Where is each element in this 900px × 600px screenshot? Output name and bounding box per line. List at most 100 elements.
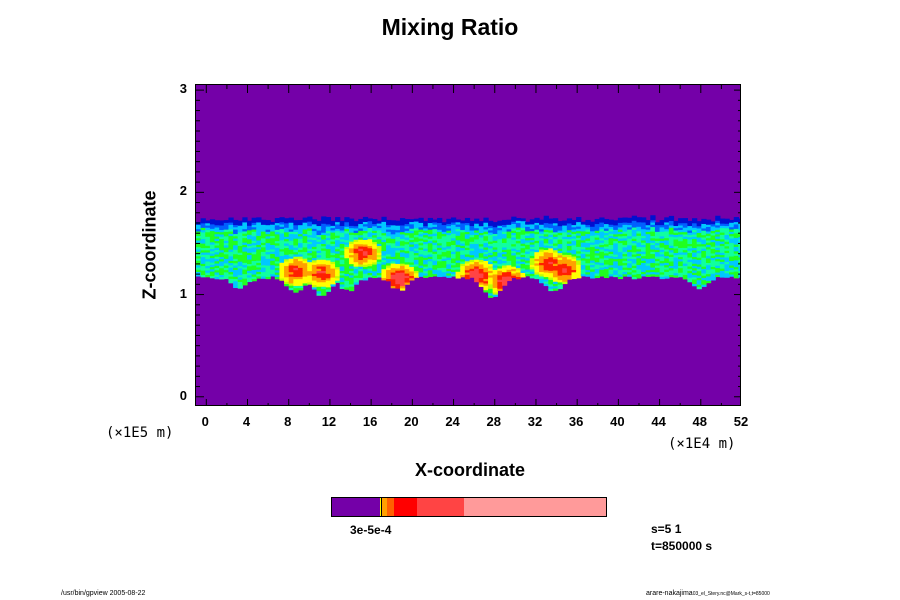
heatmap-cell bbox=[705, 271, 712, 275]
heatmap-cell bbox=[673, 220, 679, 224]
heatmap-cell bbox=[641, 273, 647, 277]
heatmap-cell bbox=[381, 257, 387, 261]
heatmap-cell bbox=[307, 268, 313, 272]
heatmap-cell bbox=[339, 279, 345, 283]
heatmap-cell bbox=[571, 264, 577, 268]
heatmap-cell bbox=[687, 223, 693, 227]
heatmap-cell bbox=[321, 277, 327, 281]
heatmap-cell bbox=[576, 257, 582, 261]
heatmap-cell bbox=[362, 223, 369, 227]
heatmap-cell bbox=[668, 242, 675, 246]
heatmap-cell bbox=[474, 268, 480, 271]
heatmap-cell bbox=[409, 228, 415, 232]
heatmap-cell bbox=[427, 267, 434, 271]
heatmap-cell bbox=[427, 217, 434, 221]
heatmap-cell bbox=[733, 226, 739, 229]
heatmap-cell bbox=[687, 279, 693, 283]
heatmap-cell bbox=[673, 254, 679, 258]
heatmap-cell bbox=[710, 239, 716, 243]
heatmap-cell bbox=[325, 223, 332, 227]
heatmap-cell bbox=[687, 229, 693, 233]
heatmap-cell bbox=[738, 274, 740, 278]
heatmap-cell bbox=[719, 263, 726, 267]
heatmap-cell bbox=[344, 262, 350, 265]
heatmap-cell bbox=[274, 227, 281, 230]
heatmap-cell bbox=[488, 270, 494, 274]
heatmap-cell bbox=[344, 282, 350, 286]
heatmap-cell bbox=[446, 232, 452, 236]
heatmap-cell bbox=[446, 223, 452, 227]
heatmap-cell bbox=[330, 234, 336, 238]
heatmap-cell bbox=[376, 270, 383, 274]
heatmap-cell bbox=[270, 269, 276, 272]
heatmap-cell bbox=[483, 258, 489, 261]
heatmap-cell bbox=[696, 241, 702, 245]
heatmap-cell bbox=[701, 263, 707, 267]
heatmap-cell bbox=[437, 238, 443, 242]
heatmap-cell bbox=[687, 259, 693, 263]
heatmap-cell bbox=[636, 266, 642, 270]
heatmap-cell bbox=[251, 224, 257, 228]
heatmap-cell bbox=[367, 238, 373, 242]
heatmap-cell bbox=[488, 265, 494, 269]
heatmap-cell bbox=[594, 275, 600, 279]
heatmap-cell bbox=[571, 244, 577, 248]
heatmap-cell bbox=[330, 283, 336, 287]
heatmap-cell bbox=[362, 246, 369, 249]
heatmap-cell bbox=[710, 261, 716, 265]
heatmap-cell bbox=[395, 254, 401, 258]
heatmap-cell bbox=[701, 268, 707, 272]
heatmap-cell bbox=[696, 275, 702, 278]
heatmap-cell bbox=[562, 220, 568, 224]
heatmap-cell bbox=[399, 281, 406, 284]
heatmap-cell bbox=[399, 251, 406, 255]
heatmap-cell bbox=[367, 218, 373, 222]
heatmap-cell bbox=[237, 249, 243, 253]
heatmap-cell bbox=[246, 229, 253, 233]
heatmap-cell bbox=[335, 262, 341, 265]
heatmap-cell bbox=[209, 268, 216, 272]
heatmap-cell bbox=[335, 230, 341, 234]
heatmap-cell bbox=[483, 262, 489, 266]
heatmap-cell bbox=[344, 271, 350, 274]
heatmap-cell bbox=[715, 217, 721, 221]
heatmap-cell bbox=[362, 239, 369, 243]
heatmap-cell bbox=[710, 221, 716, 225]
heatmap-cell bbox=[348, 220, 355, 224]
heatmap-cell bbox=[196, 257, 202, 261]
heatmap-cell bbox=[617, 244, 624, 248]
heatmap-cell bbox=[386, 228, 392, 232]
heatmap-cell bbox=[460, 251, 466, 255]
heatmap-cell bbox=[673, 243, 679, 247]
heatmap-cell bbox=[233, 231, 239, 235]
heatmap-cell bbox=[418, 231, 424, 235]
heatmap-cell bbox=[200, 274, 206, 278]
heatmap-cell bbox=[196, 233, 202, 237]
heatmap-cell bbox=[464, 238, 471, 242]
heatmap-cell bbox=[562, 267, 568, 271]
heatmap-cell bbox=[358, 234, 364, 238]
heatmap-cell bbox=[492, 224, 498, 228]
heatmap-cell bbox=[372, 272, 378, 276]
heatmap-cell bbox=[474, 277, 480, 280]
heatmap-cell bbox=[464, 256, 471, 260]
heatmap-cell bbox=[469, 247, 475, 251]
heatmap-cell bbox=[274, 249, 281, 253]
heatmap-cell bbox=[284, 251, 290, 255]
heatmap-cell bbox=[228, 258, 234, 261]
heatmap-cell bbox=[701, 266, 707, 269]
heatmap-cell bbox=[659, 235, 665, 239]
heatmap-cell bbox=[302, 282, 308, 286]
heatmap-cell bbox=[279, 221, 285, 225]
heatmap-cell bbox=[376, 227, 383, 231]
heatmap-cell bbox=[307, 232, 313, 236]
heatmap-cell bbox=[627, 253, 633, 257]
heatmap-cell bbox=[381, 255, 387, 258]
heatmap-cell bbox=[348, 272, 355, 276]
heatmap-cell bbox=[668, 222, 675, 226]
heatmap-cell bbox=[557, 261, 563, 265]
heatmap-cell bbox=[395, 279, 401, 282]
heatmap-cell bbox=[478, 221, 485, 224]
heatmap-cell bbox=[627, 229, 633, 232]
heatmap-cell bbox=[348, 270, 355, 274]
